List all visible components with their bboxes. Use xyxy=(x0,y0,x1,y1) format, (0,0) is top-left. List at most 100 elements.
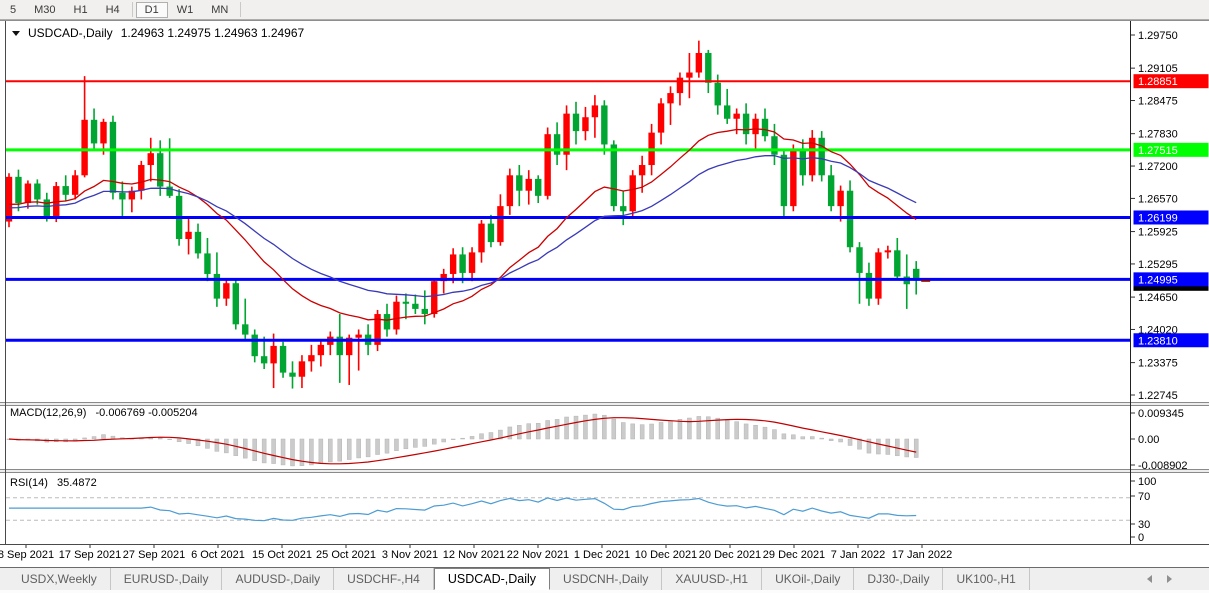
rsi-tick-label: 30 xyxy=(1138,519,1150,531)
timeframe-button-w1[interactable]: W1 xyxy=(176,3,194,16)
date-tick-label: 12 Nov 2021 xyxy=(443,549,505,561)
date-tick-label: 1 Dec 2021 xyxy=(574,549,630,561)
tab-ukoil-daily[interactable]: UKOil-,Daily xyxy=(762,568,855,590)
macd-name: MACD(12,26,9) xyxy=(10,407,87,419)
candle xyxy=(856,242,863,304)
candle xyxy=(223,278,230,306)
timeframe-button-h4[interactable]: H4 xyxy=(105,3,120,16)
candle xyxy=(81,76,88,178)
tab-usdx-weekly[interactable]: USDX,Weekly xyxy=(8,568,111,590)
tab-dj30-daily[interactable]: DJ30-,Daily xyxy=(854,568,944,590)
tab-eurusd-daily[interactable]: EURUSD-,Daily xyxy=(111,568,223,590)
candle xyxy=(563,105,570,171)
candle xyxy=(695,40,703,78)
date-tick-label: 22 Nov 2021 xyxy=(507,549,569,561)
tab-scroll-left-icon[interactable] xyxy=(1147,575,1152,583)
price-tick-label: 1.27200 xyxy=(1138,161,1178,173)
rsi-line xyxy=(9,497,917,522)
tab-audusd-daily[interactable]: AUDUSD-,Daily xyxy=(222,568,335,590)
candle xyxy=(591,95,599,138)
candle xyxy=(827,165,835,212)
candle xyxy=(279,341,287,378)
timeframe-button-h1[interactable]: H1 xyxy=(73,3,88,16)
candle xyxy=(317,339,325,367)
candle xyxy=(913,261,920,295)
candle xyxy=(431,278,438,318)
candle xyxy=(525,170,532,205)
svg-text:1.28851: 1.28851 xyxy=(1138,76,1178,88)
candle xyxy=(761,108,769,142)
chart-symbol-label: USDCAD-,Daily xyxy=(28,26,113,40)
date-tick-label: 17 Sep 2021 xyxy=(59,549,121,561)
timeframe-button-m30[interactable]: M30 xyxy=(34,3,56,16)
tab-scroll-right-icon[interactable] xyxy=(1167,575,1172,583)
timeframe-button-mn[interactable]: MN xyxy=(211,3,229,16)
ma-slow-line xyxy=(8,154,917,298)
date-tick-label: 10 Dec 2021 xyxy=(635,549,697,561)
date-axis: 8 Sep 2021 17 Sep 2021 27 Sep 2021 6 Oct 20… xyxy=(0,545,952,561)
price-tick-label: 1.22745 xyxy=(1138,390,1178,402)
price-tick-label: 1.29105 xyxy=(1138,63,1178,75)
candle xyxy=(818,131,825,182)
date-tick-label: 6 Oct 2021 xyxy=(191,549,245,561)
tab-uk100-h1[interactable]: UK100-,H1 xyxy=(943,568,1030,590)
chevron-down-icon[interactable] xyxy=(12,30,20,36)
date-tick-label: 3 Nov 2021 xyxy=(382,549,438,561)
price-tick-label: 1.25295 xyxy=(1138,259,1178,271)
candle xyxy=(553,122,561,166)
macd-values: -0.006769 -0.005204 xyxy=(95,407,198,419)
tab-usdcnh-daily[interactable]: USDCNH-,Daily xyxy=(550,568,663,590)
candle xyxy=(34,179,41,205)
timeframe-button-m5[interactable]: 5 xyxy=(10,3,17,16)
rsi-tick-label: 0 xyxy=(1138,532,1144,544)
candle xyxy=(705,49,712,94)
price-tick-label: 1.24650 xyxy=(1138,292,1178,304)
hline-price-chip: 1.23810 xyxy=(1133,333,1209,348)
candle xyxy=(657,98,665,145)
candle xyxy=(875,248,882,305)
candle xyxy=(138,160,145,200)
tab-usdcad-daily[interactable]: USDCAD-,Daily xyxy=(433,568,551,590)
candle xyxy=(440,268,447,294)
candle xyxy=(686,52,693,99)
candle xyxy=(412,294,419,315)
tab-usdchf-h4[interactable]: USDCHF-,H4 xyxy=(334,568,434,590)
tab-xauusd-h1[interactable]: XAUUSD-,H1 xyxy=(662,568,763,590)
rsi-value: 35.4872 xyxy=(56,477,97,489)
candle xyxy=(790,144,797,212)
symbol-tab-bar: USDX,Weekly EURUSD-,Daily AUDUSD-,Daily … xyxy=(0,567,1209,590)
svg-text:1.26199: 1.26199 xyxy=(1138,212,1178,224)
hline-price-chip: 1.26199 xyxy=(1133,210,1209,225)
svg-text:1.27515: 1.27515 xyxy=(1138,145,1178,157)
candle xyxy=(251,329,258,363)
candle xyxy=(128,186,136,213)
candle xyxy=(601,100,608,155)
date-tick-label: 7 Jan 2022 xyxy=(831,549,885,561)
candle xyxy=(497,194,504,246)
macd-axis: 0.009345 0.00 -0.008902 xyxy=(1131,408,1188,472)
date-tick-label: 29 Dec 2021 xyxy=(763,549,825,561)
candle xyxy=(194,223,202,259)
rsi-tick-label: 100 xyxy=(1138,476,1156,488)
candle xyxy=(24,180,32,209)
candle xyxy=(402,293,410,320)
candle xyxy=(5,173,13,228)
candle xyxy=(449,248,457,284)
candle xyxy=(336,314,343,383)
chart-ohlc-quotes: 1.24963 1.24975 1.24963 1.24967 xyxy=(120,26,305,40)
timeframe-button-d1[interactable]: D1 xyxy=(135,1,168,18)
candle xyxy=(119,181,126,218)
price-tick-label: 1.27830 xyxy=(1138,129,1178,141)
toolbar-separator xyxy=(240,2,242,17)
candle xyxy=(242,298,249,340)
candle xyxy=(506,168,514,215)
candle xyxy=(204,237,211,282)
candle xyxy=(468,247,476,282)
rsi-tick-label: 70 xyxy=(1138,491,1150,503)
macd-tick-label: 0.009345 xyxy=(1138,408,1184,420)
candle xyxy=(374,309,381,352)
rsi-name: RSI(14) xyxy=(10,477,48,489)
candle xyxy=(185,217,192,255)
